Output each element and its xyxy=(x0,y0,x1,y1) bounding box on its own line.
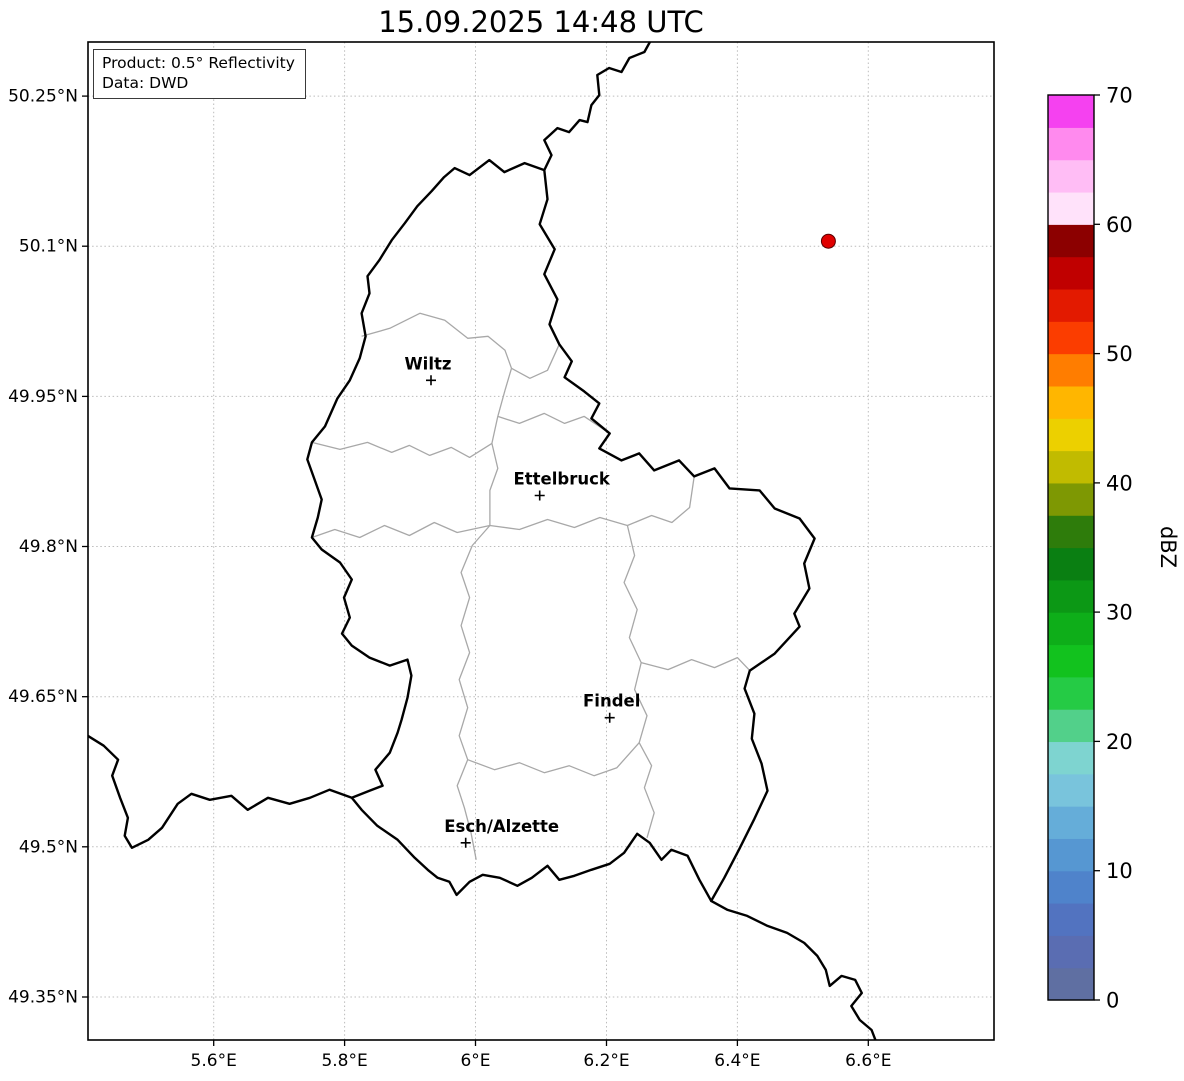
district-border xyxy=(623,525,655,838)
colorbar-segment xyxy=(1048,191,1094,225)
city-marker xyxy=(604,712,615,723)
colorbar-segment xyxy=(1048,95,1094,128)
colorbar-segment xyxy=(1048,870,1094,904)
city-label: Esch/Alzette xyxy=(444,817,559,836)
neighbor-country-border xyxy=(710,899,877,1040)
x-tick-label: 5.6°E xyxy=(191,1051,237,1071)
colorbar-segment xyxy=(1048,579,1094,613)
plot-frame xyxy=(87,41,995,1041)
city-marker xyxy=(426,375,436,386)
district-border xyxy=(511,344,560,379)
colorbar-tick-label: 20 xyxy=(1106,730,1133,754)
colorbar-segment xyxy=(1048,935,1094,969)
colorbar-tick-label: 40 xyxy=(1106,471,1133,495)
district-border xyxy=(361,312,513,526)
colorbar-tick-label: 0 xyxy=(1106,989,1119,1013)
city-label: Findel xyxy=(583,692,640,711)
y-tick-label: 49.5°N xyxy=(19,837,78,857)
radar-site-marker xyxy=(820,233,836,249)
district-border xyxy=(641,656,751,672)
x-tick-label: 6.6°E xyxy=(845,1051,891,1071)
colorbar-segment xyxy=(1048,288,1094,322)
city-marker xyxy=(534,490,545,501)
colorbar-segment xyxy=(1048,903,1094,936)
x-tick-label: 6.2°E xyxy=(583,1051,629,1071)
colorbar-segment xyxy=(1048,450,1094,484)
district-border xyxy=(311,476,695,539)
city-label: Wiltz xyxy=(404,354,451,373)
y-tick-label: 49.8°N xyxy=(19,537,78,557)
luxembourg-border xyxy=(306,158,816,903)
colorbar-frame xyxy=(1047,94,1095,1001)
district-border xyxy=(311,441,493,459)
colorbar-tick-label: 30 xyxy=(1106,601,1133,625)
y-tick-label: 49.35°N xyxy=(8,988,78,1008)
colorbar-segment xyxy=(1048,773,1094,807)
colorbar-segment xyxy=(1048,482,1094,516)
colorbar-segment xyxy=(1048,385,1094,419)
colorbar-segment xyxy=(1048,644,1094,678)
y-tick-label: 49.95°N xyxy=(8,387,78,407)
colorbar-segment xyxy=(1048,418,1094,452)
colorbar-segment xyxy=(1048,547,1094,581)
figure-title: 15.09.2025 14:48 UTC xyxy=(378,5,704,39)
product-info-box: Product: 0.5° Reflectivity Data: DWD xyxy=(93,49,306,100)
x-tick-label: 6°E xyxy=(460,1051,490,1071)
colorbar-segment xyxy=(1048,224,1094,258)
colorbar-segment xyxy=(1048,838,1094,872)
colorbar-segment xyxy=(1048,676,1094,710)
neighbor-country-border xyxy=(543,42,652,172)
colorbar-tick-label: 10 xyxy=(1106,859,1133,883)
product-info-line: Product: 0.5° Reflectivity xyxy=(102,54,295,72)
y-tick-label: 50.25°N xyxy=(8,87,78,107)
colorbar-segment xyxy=(1048,321,1094,355)
district-border xyxy=(456,525,491,860)
colorbar-segment xyxy=(1048,967,1094,1001)
colorbar-segment xyxy=(1048,806,1094,839)
colorbar-tick-label: 50 xyxy=(1106,342,1133,366)
district-border xyxy=(467,742,640,777)
y-tick-label: 49.65°N xyxy=(8,687,78,707)
colorbar-axis-label: dBZ xyxy=(1156,526,1180,568)
y-tick-label: 50.1°N xyxy=(19,237,78,257)
x-tick-label: 5.8°E xyxy=(321,1051,367,1071)
city-marker xyxy=(460,837,471,848)
data-source-line: Data: DWD xyxy=(102,74,189,93)
colorbar-segment xyxy=(1048,127,1094,161)
colorbar-segment xyxy=(1048,741,1094,775)
colorbar-segment xyxy=(1048,709,1094,743)
city-label: Ettelbruck xyxy=(514,470,611,489)
x-tick-label: 6.4°E xyxy=(714,1051,760,1071)
neighbor-country-border xyxy=(88,734,353,849)
colorbar-segment xyxy=(1048,353,1094,387)
colorbar-segment xyxy=(1048,515,1094,549)
colorbar-segment xyxy=(1048,159,1094,193)
colorbar-tick-label: 60 xyxy=(1106,213,1133,237)
colorbar-tick-label: 70 xyxy=(1106,84,1133,108)
colorbar-segment xyxy=(1048,256,1094,290)
colorbar-segment xyxy=(1048,612,1094,646)
